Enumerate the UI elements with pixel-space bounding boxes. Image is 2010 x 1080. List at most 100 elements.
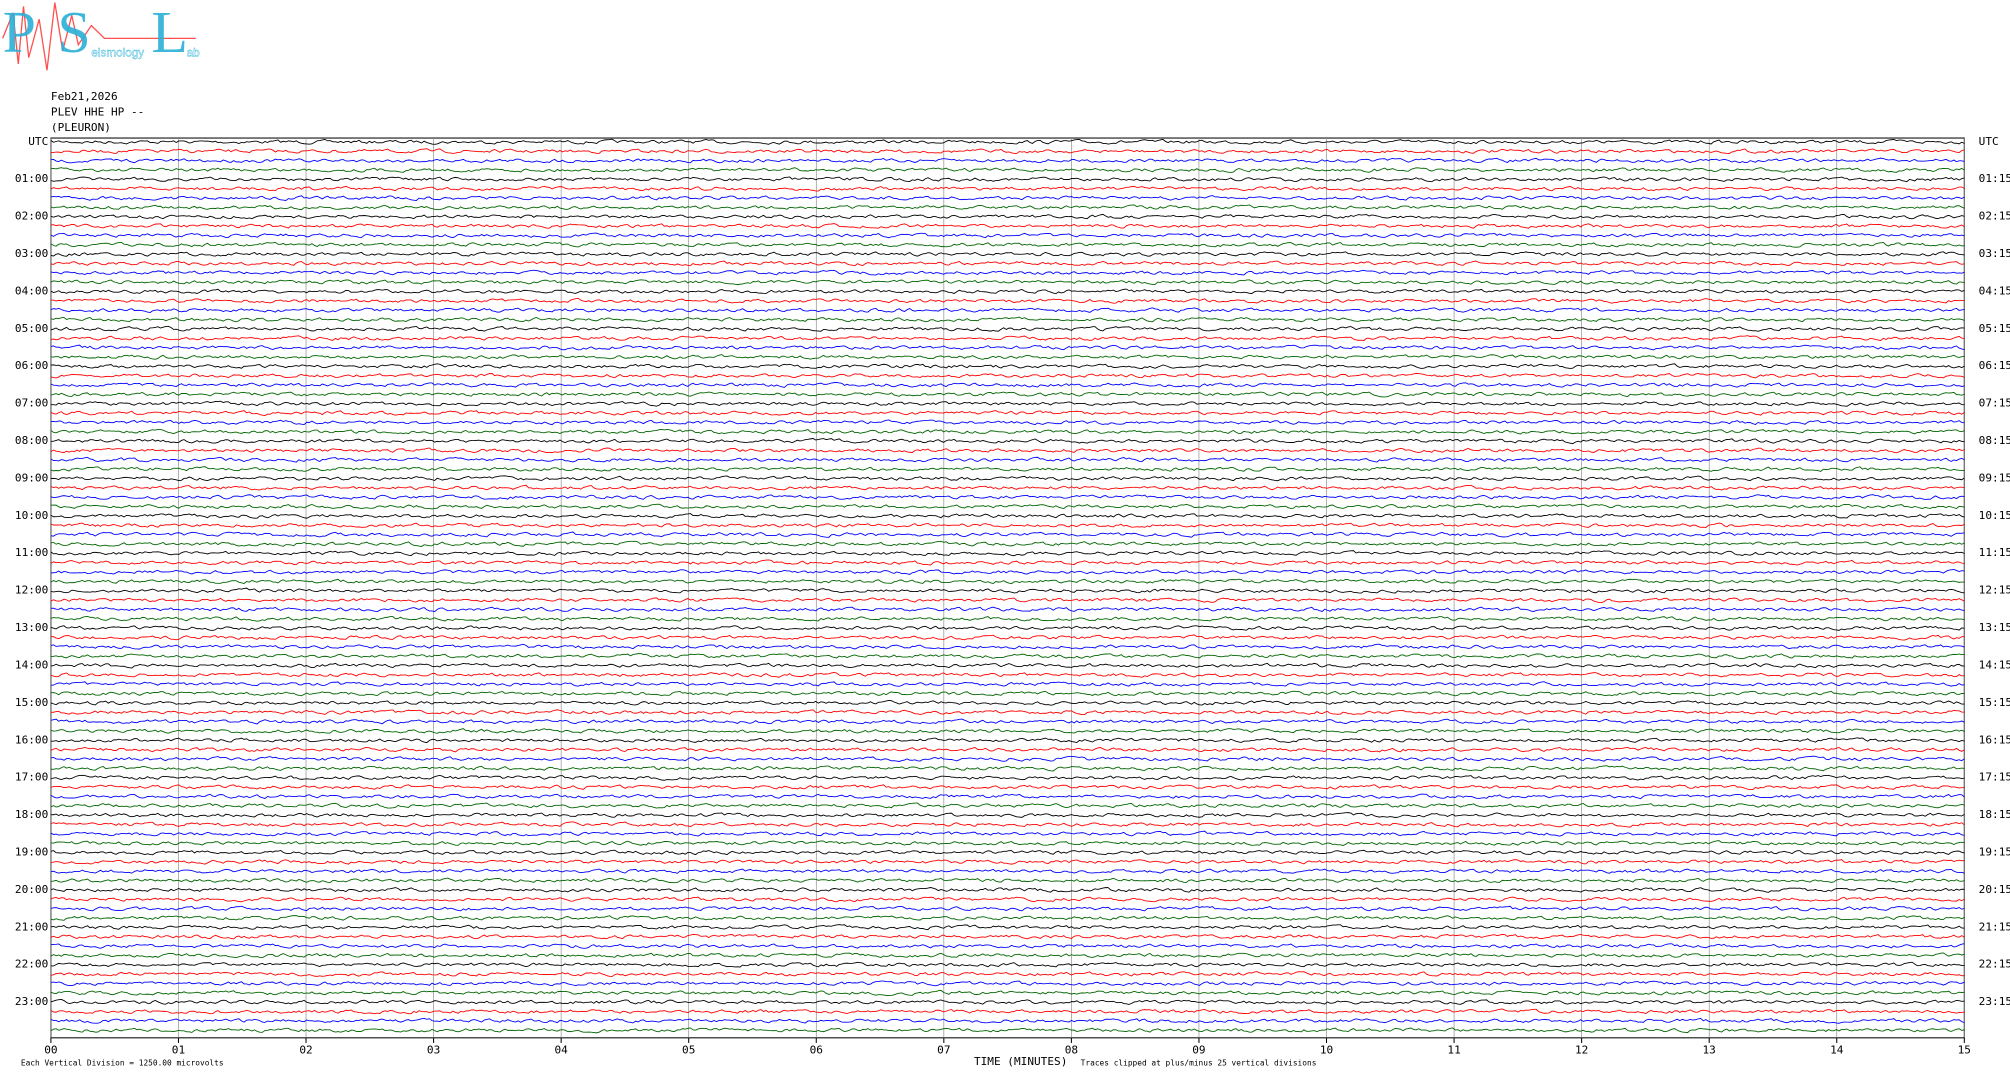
trace	[50, 447, 1965, 454]
hour-label-left: 01:00	[15, 172, 48, 185]
hour-label-left: 19:00	[15, 846, 48, 859]
trace	[50, 643, 1965, 650]
trace	[50, 335, 1965, 341]
trace	[50, 316, 1965, 323]
trace	[50, 915, 1965, 921]
trace	[50, 606, 1965, 613]
x-tick-label: 07	[937, 1044, 950, 1057]
x-tick-label: 14	[1830, 1044, 1844, 1057]
trace	[50, 887, 1965, 893]
trace	[50, 531, 1965, 538]
hour-label-right: 23:15	[1979, 995, 2010, 1008]
trace	[50, 513, 1965, 519]
x-tick-label: 08	[1065, 1044, 1078, 1057]
trace	[50, 812, 1965, 818]
trace	[50, 550, 1965, 557]
logo-letter: S	[57, 0, 90, 65]
hour-label-left: 14:00	[15, 659, 48, 672]
hour-label-left: 03:00	[15, 247, 48, 260]
hour-label-left: 11:00	[15, 546, 48, 559]
trace	[50, 410, 1965, 417]
site: (PLEURON)	[51, 121, 111, 134]
trace	[50, 728, 1965, 734]
trace	[50, 213, 1965, 220]
trace	[50, 344, 1965, 351]
trace	[50, 148, 1965, 154]
hour-label-right: 13:15	[1979, 621, 2010, 634]
trace	[50, 540, 1965, 547]
trace	[50, 503, 1965, 510]
trace	[50, 157, 1965, 164]
trace	[50, 755, 1965, 762]
trace	[50, 559, 1965, 566]
hour-label-left: 09:00	[15, 472, 48, 485]
hour-label-left: 10:00	[15, 509, 48, 522]
trace	[50, 933, 1965, 940]
x-tick-label: 12	[1575, 1044, 1588, 1057]
hour-label-right: 12:15	[1979, 584, 2010, 597]
trace	[50, 737, 1965, 744]
hour-label-right: 10:15	[1979, 509, 2010, 522]
hour-label-left: 16:00	[15, 733, 48, 746]
x-axis-title: TIME (MINUTES)	[974, 1055, 1067, 1068]
hour-label-right: 07:15	[1979, 397, 2010, 410]
trace	[50, 952, 1965, 959]
logo-letter: L	[151, 0, 188, 65]
trace	[50, 297, 1965, 304]
trace	[50, 195, 1965, 202]
trace	[50, 905, 1965, 912]
trace	[50, 587, 1965, 594]
x-tick-label: 15	[1958, 1044, 1971, 1057]
hour-label-right: 08:15	[1979, 434, 2010, 447]
trace	[50, 232, 1965, 239]
trace	[50, 1027, 1965, 1034]
hour-label-right: 19:15	[1979, 846, 2010, 859]
trace	[50, 802, 1965, 809]
trace	[50, 260, 1965, 267]
trace	[50, 391, 1965, 398]
trace	[50, 868, 1965, 874]
hour-label-left: 02:00	[15, 210, 48, 223]
trace	[50, 466, 1965, 472]
trace	[50, 699, 1965, 706]
hour-label-left: 20:00	[15, 883, 48, 896]
trace	[50, 662, 1965, 669]
logo-wave	[2, 2, 196, 71]
trace	[50, 597, 1965, 604]
hour-label-left: 15:00	[15, 696, 48, 709]
hour-label-left: 12:00	[15, 584, 48, 597]
hour-label-right: 16:15	[1979, 733, 2010, 746]
trace	[50, 859, 1965, 865]
trace	[50, 494, 1965, 500]
hour-label-left: 08:00	[15, 434, 48, 447]
trace	[50, 167, 1965, 173]
hour-label-right: 05:15	[1979, 322, 2010, 335]
hour-label-left: UTC	[28, 135, 48, 148]
trace	[50, 718, 1965, 725]
trace	[50, 896, 1965, 903]
trace	[50, 830, 1965, 837]
hour-label-right: 01:15	[1979, 172, 2010, 185]
trace	[50, 363, 1965, 370]
trace	[50, 746, 1965, 753]
trace	[50, 840, 1965, 846]
hour-label-left: 18:00	[15, 808, 48, 821]
trace	[50, 765, 1965, 772]
trace	[50, 185, 1965, 192]
hour-label-left: 07:00	[15, 397, 48, 410]
hour-label-right: 11:15	[1979, 546, 2010, 559]
trace	[50, 325, 1965, 332]
hour-label-left: 21:00	[15, 920, 48, 933]
x-tick-label: 04	[554, 1044, 568, 1057]
trace	[50, 578, 1965, 585]
hour-label-right: 04:15	[1979, 285, 2010, 298]
trace	[50, 419, 1965, 426]
trace	[50, 1008, 1965, 1015]
hour-label-right: 18:15	[1979, 808, 2010, 821]
x-tick-label: 00	[44, 1044, 57, 1057]
trace	[50, 943, 1965, 949]
trace	[50, 690, 1965, 697]
logo-letter: P	[3, 0, 36, 65]
